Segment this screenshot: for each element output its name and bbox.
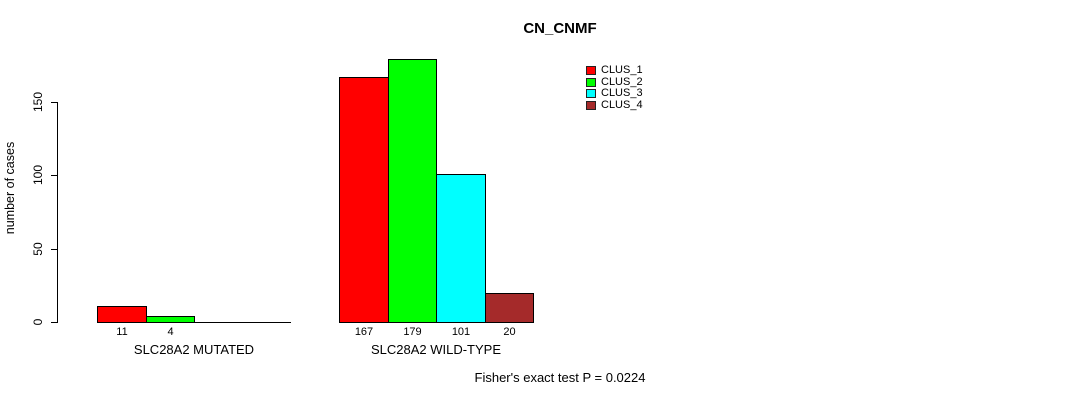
bar-clus_1 bbox=[339, 77, 389, 323]
y-axis-line bbox=[57, 102, 58, 323]
bar-value-label: 101 bbox=[451, 326, 471, 338]
y-tick-label: 0 bbox=[31, 318, 45, 326]
y-tick-label: 50 bbox=[31, 241, 45, 256]
group-label: SLC28A2 MUTATED bbox=[133, 342, 255, 357]
legend-item: CLUS_4 bbox=[586, 100, 643, 112]
y-tick-label: 150 bbox=[31, 91, 45, 113]
annotation-text: Fisher's exact test P = 0.0224 bbox=[474, 370, 646, 385]
bar-value-label: 20 bbox=[503, 326, 516, 338]
legend-label: CLUS_1 bbox=[601, 64, 643, 77]
bar-value-label: 11 bbox=[116, 326, 128, 338]
legend-label: CLUS_4 bbox=[601, 99, 643, 112]
bar-clus_2 bbox=[146, 316, 195, 323]
legend-label: CLUS_3 bbox=[601, 87, 643, 100]
chart-title: CN_CNMF bbox=[523, 20, 597, 37]
y-tick-mark bbox=[51, 175, 57, 177]
y-axis-title: number of cases bbox=[3, 141, 17, 235]
legend-swatch-clus_2 bbox=[586, 77, 596, 87]
y-tick-label: 100 bbox=[31, 165, 45, 186]
bar-clus_4 bbox=[485, 293, 534, 323]
legend-item: CLUS_1 bbox=[586, 65, 643, 77]
legend-item: CLUS_2 bbox=[586, 75, 643, 89]
legend-label: CLUS_2 bbox=[601, 75, 643, 88]
bar-value-label: 179 bbox=[403, 326, 422, 338]
bar-value-label: 4 bbox=[167, 326, 174, 338]
bar-value-label: 167 bbox=[354, 326, 374, 338]
legend-item: CLUS_3 bbox=[586, 88, 643, 100]
bar-clus_1 bbox=[97, 306, 147, 323]
bar-clus_3 bbox=[436, 174, 486, 323]
legend-swatch-clus_3 bbox=[586, 89, 596, 99]
legend-swatch-clus_1 bbox=[586, 66, 596, 76]
group-label: SLC28A2 WILD-TYPE bbox=[370, 342, 502, 357]
legend-swatch-clus_4 bbox=[586, 101, 596, 111]
bar-clus_2 bbox=[388, 59, 437, 323]
y-tick-mark bbox=[51, 248, 57, 250]
legend: CLUS_1 CLUS_2 CLUS_3 CLUS_4 bbox=[586, 65, 643, 111]
y-tick-mark bbox=[51, 322, 57, 323]
y-tick-mark bbox=[51, 102, 57, 103]
